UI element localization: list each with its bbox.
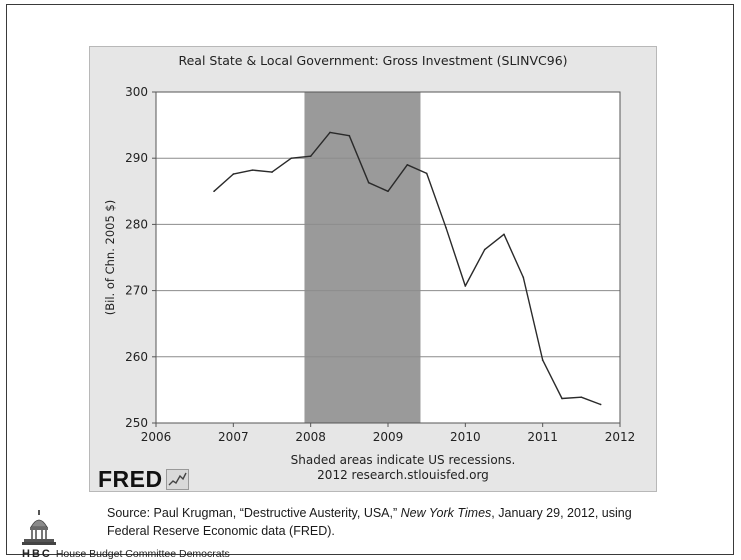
- source-prefix: Source: Paul Krugman, “Destructive Auste…: [107, 506, 401, 520]
- data-point: [599, 403, 602, 406]
- source-line2: Federal Reserve Economic data (FRED).: [107, 524, 335, 538]
- y-tick-label: 260: [125, 350, 148, 364]
- y-tick-label: 300: [125, 85, 148, 99]
- recession-band: [304, 92, 421, 423]
- recession-note: Shaded areas indicate US recessions.: [290, 453, 516, 467]
- x-tick-label: 2011: [527, 430, 558, 444]
- data-point: [271, 171, 273, 173]
- data-point: [213, 190, 215, 193]
- x-tick-label: 2008: [295, 430, 326, 444]
- y-tick-label: 270: [125, 284, 148, 298]
- source-citation: Source: Paul Krugman, “Destructive Auste…: [107, 504, 707, 540]
- data-point: [387, 190, 389, 193]
- x-tick-label: 2012: [605, 430, 636, 444]
- data-point: [425, 172, 428, 175]
- x-tick-label: 2007: [218, 430, 249, 444]
- data-point: [232, 173, 235, 175]
- data-point: [522, 276, 525, 279]
- footer-org: House Budget Committee Democrats: [55, 548, 230, 560]
- data-point: [445, 226, 447, 229]
- x-tick-label: 2009: [373, 430, 404, 444]
- x-tick-label: 2010: [450, 430, 481, 444]
- data-point: [329, 131, 331, 134]
- fred-logo-text: FRED: [98, 466, 163, 492]
- chart-panel: Real State & Local Government: Gross Inv…: [89, 46, 657, 492]
- source-suffix: , January 29, 2012, using: [491, 506, 632, 520]
- data-point: [464, 285, 467, 287]
- capitol-dome-icon: [22, 510, 56, 545]
- data-point: [561, 397, 563, 400]
- fred-chart-icon: [165, 469, 189, 490]
- data-point: [251, 169, 254, 171]
- slide-frame: Real State & Local Government: Gross Inv…: [6, 4, 734, 560]
- y-axis-label: (Bil. of Chn. 2005 $): [103, 200, 117, 315]
- chart-title: Real State & Local Government: Gross Inv…: [178, 53, 568, 68]
- data-point: [503, 233, 505, 236]
- data-point: [367, 181, 370, 184]
- data-point: [580, 396, 583, 398]
- chart-plot: 250 260 270 280 290 300 2006 2007 2008 2009 2010 20…: [103, 85, 636, 444]
- source-url-note: 2012 research.stlouisfed.org: [317, 468, 489, 482]
- data-point: [541, 359, 544, 361]
- source-publication: New York Times: [400, 506, 492, 520]
- footer-hbc: HBC: [22, 548, 52, 560]
- y-tick-label: 250: [125, 416, 148, 430]
- fred-logo: FRED: [98, 466, 189, 493]
- x-tick-label: 2006: [141, 430, 172, 444]
- data-point: [483, 248, 486, 251]
- y-tick-label: 280: [125, 217, 148, 231]
- data-point: [290, 157, 293, 159]
- data-point: [348, 134, 351, 137]
- data-point: [309, 155, 312, 158]
- data-point: [406, 164, 409, 166]
- y-tick-label: 290: [125, 151, 148, 165]
- footer: HBC House Budget Committee Democrats: [22, 548, 230, 560]
